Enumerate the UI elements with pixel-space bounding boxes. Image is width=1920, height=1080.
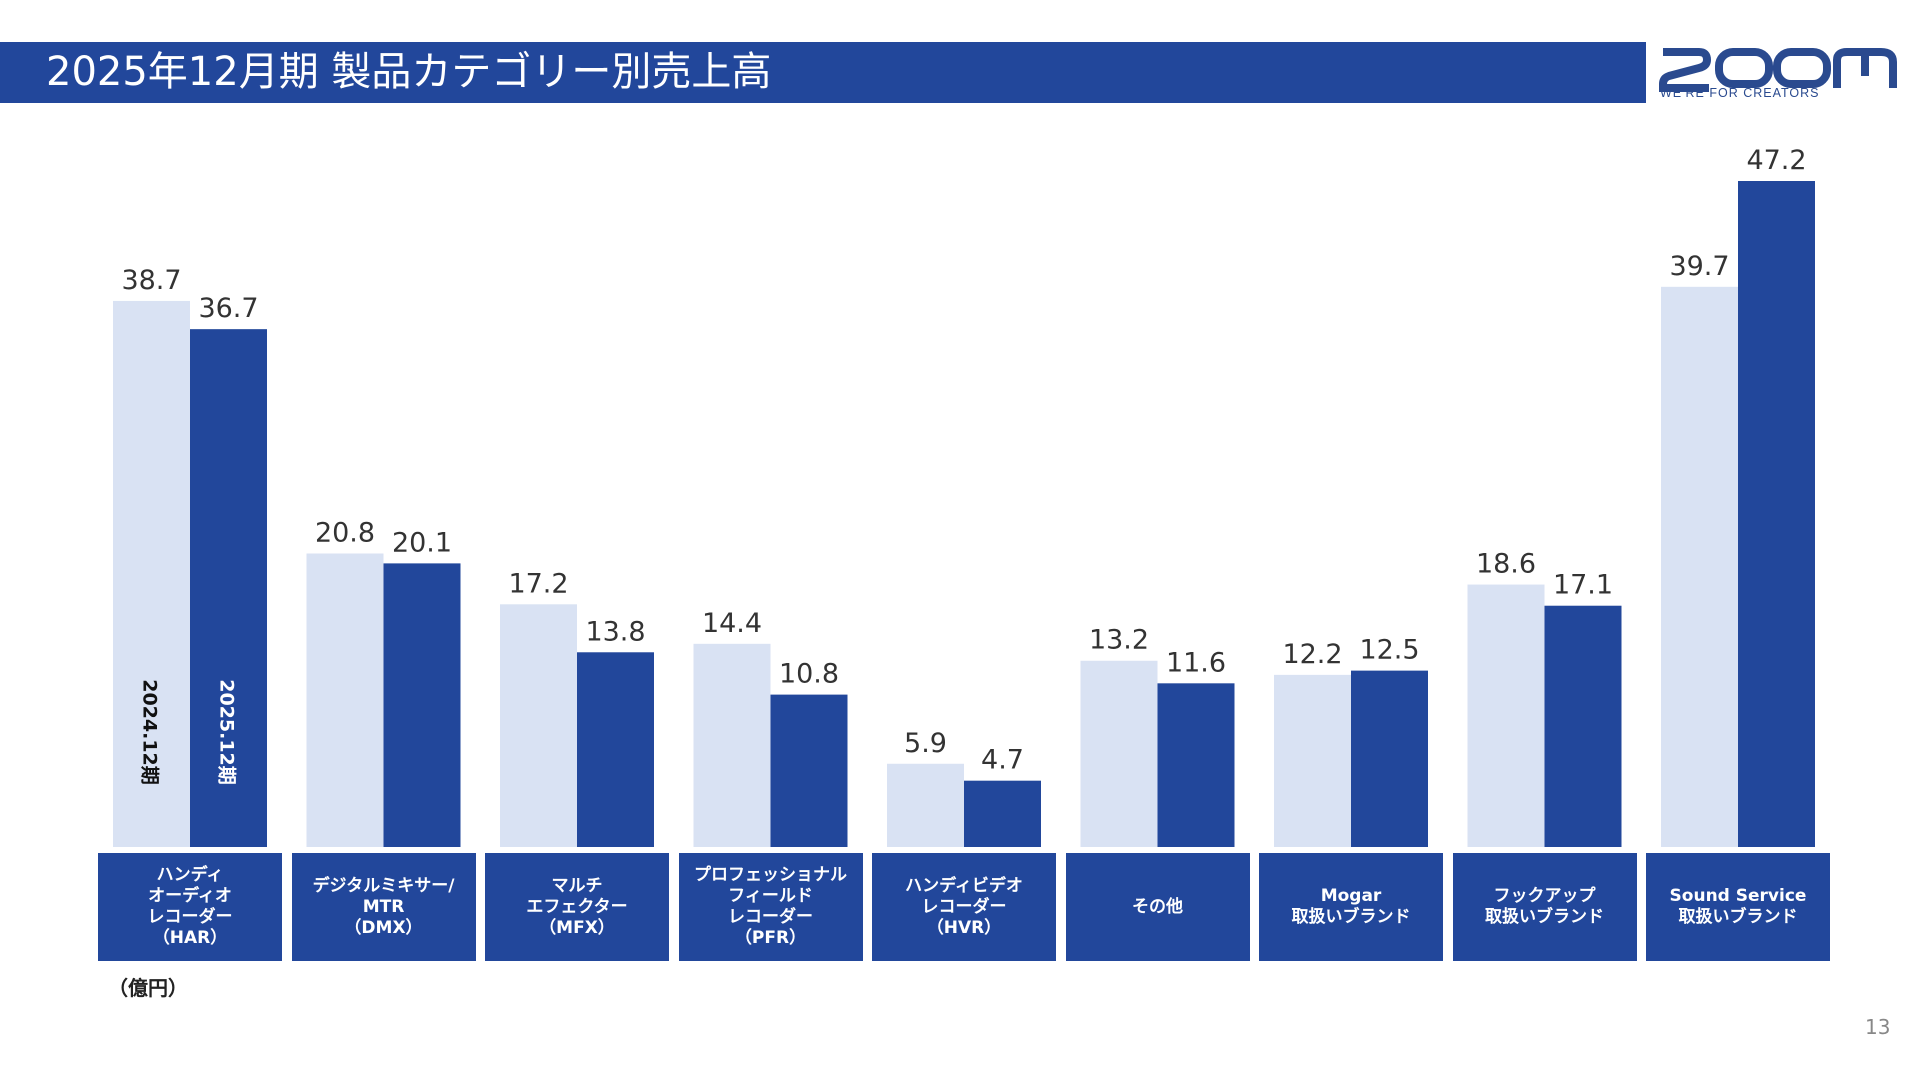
logo-tagline: WE'RE FOR CREATORS: [1660, 86, 1820, 100]
data-label: 47.2: [1746, 145, 1806, 176]
data-label: 20.1: [392, 527, 452, 558]
category-label: フックアップ 取扱いブランド: [1452, 853, 1637, 961]
data-label: 10.8: [779, 659, 839, 690]
data-label: 4.7: [981, 745, 1024, 776]
bar-prev: [1661, 286, 1738, 847]
bar-prev: [306, 553, 384, 847]
bar-curr: [383, 563, 461, 847]
data-label: 20.8: [315, 518, 375, 549]
bar-curr: [577, 652, 654, 847]
series-label: 2024.12期: [139, 679, 161, 785]
data-label: 17.2: [508, 568, 568, 599]
category-label: デジタルミキサー/ MTR （DMX）: [291, 853, 476, 961]
bar-curr: [1738, 181, 1815, 847]
series-label: 2025.12期: [216, 679, 238, 785]
data-label: 12.5: [1359, 635, 1419, 666]
bar-curr: [1544, 605, 1622, 847]
category-label: Sound Service 取扱いブランド: [1646, 853, 1830, 961]
bar-curr: [770, 694, 848, 847]
category-label: プロフェッショナル フィールド レコーダー （PFR）: [678, 853, 863, 961]
category-label: マルチ エフェクター （MFX）: [485, 853, 669, 961]
page-title: 2025年12月期 製品カテゴリー別売上高: [46, 49, 772, 95]
data-label: 38.7: [121, 265, 181, 296]
data-label: 11.6: [1166, 647, 1226, 678]
data-label: 5.9: [904, 728, 947, 759]
bar-prev: [887, 763, 964, 847]
bar-prev: [1080, 660, 1158, 847]
data-label: 18.6: [1476, 549, 1536, 580]
data-label: 13.8: [585, 616, 645, 647]
data-label: 36.7: [198, 293, 258, 324]
unit-label: （億円）: [108, 976, 188, 1000]
category-label: ハンディ オーディオ レコーダー （HAR）: [98, 853, 282, 961]
data-label: 13.2: [1089, 625, 1149, 656]
page-number: 13: [1865, 1015, 1891, 1039]
bar-curr: [964, 780, 1041, 847]
title-bar: 2025年12月期 製品カテゴリー別売上高: [0, 42, 1646, 103]
category-label: ハンディビデオ レコーダー （HVR）: [872, 853, 1056, 961]
bar-prev: [693, 643, 771, 847]
bar-curr: [190, 329, 267, 848]
data-label: 39.7: [1669, 251, 1729, 282]
data-label: 12.2: [1282, 639, 1342, 670]
bar-prev: [1467, 584, 1545, 847]
bar-prev: [1274, 674, 1351, 847]
bar-prev: [500, 604, 577, 847]
zoom-logo: [1659, 48, 1897, 92]
data-label: 14.4: [702, 608, 762, 639]
category-label: その他: [1065, 853, 1250, 961]
bar-curr: [1351, 670, 1428, 847]
data-label: 17.1: [1553, 570, 1613, 601]
category-label: Mogar 取扱いブランド: [1259, 853, 1443, 961]
bar-prev: [113, 300, 190, 848]
bar-curr: [1157, 683, 1235, 847]
